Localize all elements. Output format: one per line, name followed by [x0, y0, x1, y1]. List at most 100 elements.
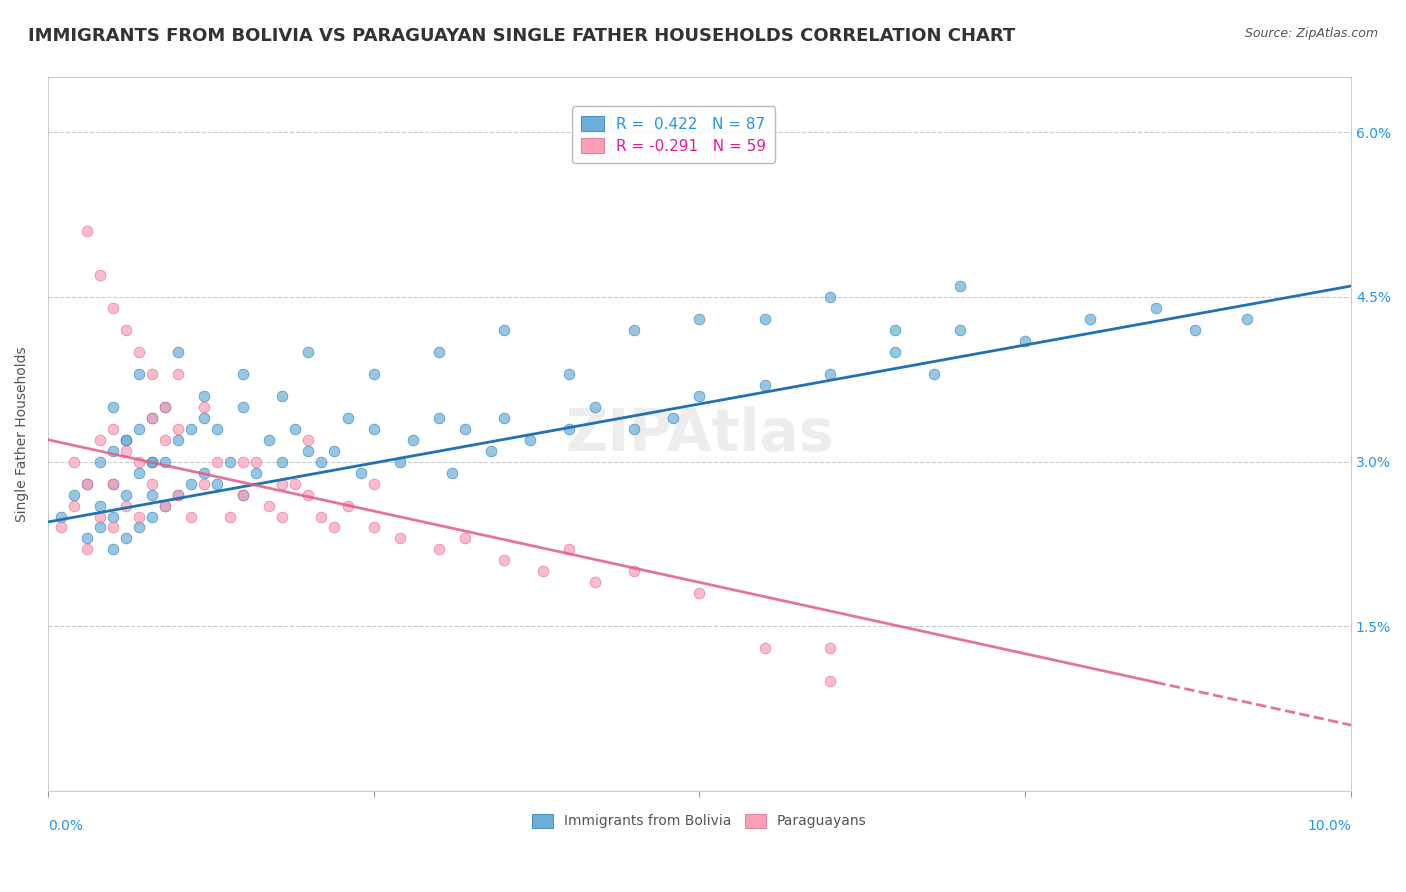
Point: [180, 422, 202, 436]
Point: [89, 509, 111, 524]
Text: IMMIGRANTS FROM BOLIVIA VS PARAGUAYAN SINGLE FATHER HOUSEHOLDS CORRELATION CHART: IMMIGRANTS FROM BOLIVIA VS PARAGUAYAN SI…: [28, 27, 1015, 45]
Point: [492, 410, 515, 425]
Text: 10.0%: 10.0%: [1308, 820, 1351, 833]
Point: [101, 443, 124, 458]
Point: [818, 674, 841, 689]
Point: [818, 367, 841, 381]
Point: [297, 443, 319, 458]
Point: [688, 389, 710, 403]
Point: [193, 389, 215, 403]
Point: [519, 433, 541, 447]
Point: [284, 476, 307, 491]
Text: Source: ZipAtlas.com: Source: ZipAtlas.com: [1244, 27, 1378, 40]
Point: [388, 532, 411, 546]
Point: [101, 520, 124, 534]
Point: [153, 499, 176, 513]
Point: [89, 520, 111, 534]
Point: [205, 476, 228, 491]
Point: [271, 509, 294, 524]
Point: [193, 476, 215, 491]
Point: [949, 279, 972, 293]
Point: [193, 410, 215, 425]
Point: [153, 433, 176, 447]
Point: [153, 400, 176, 414]
Point: [101, 476, 124, 491]
Point: [153, 400, 176, 414]
Point: [427, 410, 450, 425]
Point: [232, 487, 254, 501]
Point: [89, 433, 111, 447]
Point: [323, 520, 346, 534]
Point: [688, 312, 710, 326]
Point: [402, 433, 425, 447]
Point: [76, 532, 98, 546]
Point: [128, 520, 150, 534]
Point: [232, 487, 254, 501]
Point: [115, 499, 138, 513]
Point: [115, 433, 138, 447]
Point: [89, 455, 111, 469]
Point: [492, 323, 515, 337]
Point: [232, 367, 254, 381]
Point: [922, 367, 945, 381]
Point: [440, 466, 463, 480]
Y-axis label: Single Father Households: Single Father Households: [15, 346, 30, 522]
Point: [205, 422, 228, 436]
Point: [101, 509, 124, 524]
Point: [363, 520, 385, 534]
Point: [115, 443, 138, 458]
Point: [115, 433, 138, 447]
Point: [167, 422, 190, 436]
Point: [219, 455, 242, 469]
Point: [688, 586, 710, 600]
Point: [284, 422, 307, 436]
Text: 0.0%: 0.0%: [48, 820, 83, 833]
Point: [754, 377, 776, 392]
Point: [311, 509, 333, 524]
Point: [583, 575, 606, 590]
Point: [623, 422, 645, 436]
Point: [193, 466, 215, 480]
Point: [141, 487, 163, 501]
Point: [583, 400, 606, 414]
Point: [271, 389, 294, 403]
Point: [531, 565, 554, 579]
Point: [76, 476, 98, 491]
Point: [245, 466, 267, 480]
Point: [259, 499, 281, 513]
Point: [128, 509, 150, 524]
Point: [49, 509, 72, 524]
Point: [311, 455, 333, 469]
Point: [297, 487, 319, 501]
Point: [259, 433, 281, 447]
Point: [153, 455, 176, 469]
Point: [1236, 312, 1258, 326]
Point: [128, 344, 150, 359]
Point: [662, 410, 685, 425]
Point: [193, 400, 215, 414]
Point: [89, 268, 111, 282]
Point: [101, 400, 124, 414]
Point: [754, 641, 776, 656]
Point: [1144, 301, 1167, 315]
Point: [63, 455, 86, 469]
Point: [388, 455, 411, 469]
Point: [454, 532, 477, 546]
Text: ZIPAtlas: ZIPAtlas: [565, 406, 834, 463]
Point: [205, 455, 228, 469]
Point: [115, 487, 138, 501]
Point: [153, 499, 176, 513]
Point: [180, 476, 202, 491]
Point: [167, 487, 190, 501]
Point: [76, 224, 98, 238]
Point: [89, 499, 111, 513]
Point: [1014, 334, 1036, 348]
Point: [754, 312, 776, 326]
Point: [101, 542, 124, 557]
Point: [336, 410, 359, 425]
Point: [180, 509, 202, 524]
Point: [101, 422, 124, 436]
Point: [818, 290, 841, 304]
Point: [141, 476, 163, 491]
Point: [219, 509, 242, 524]
